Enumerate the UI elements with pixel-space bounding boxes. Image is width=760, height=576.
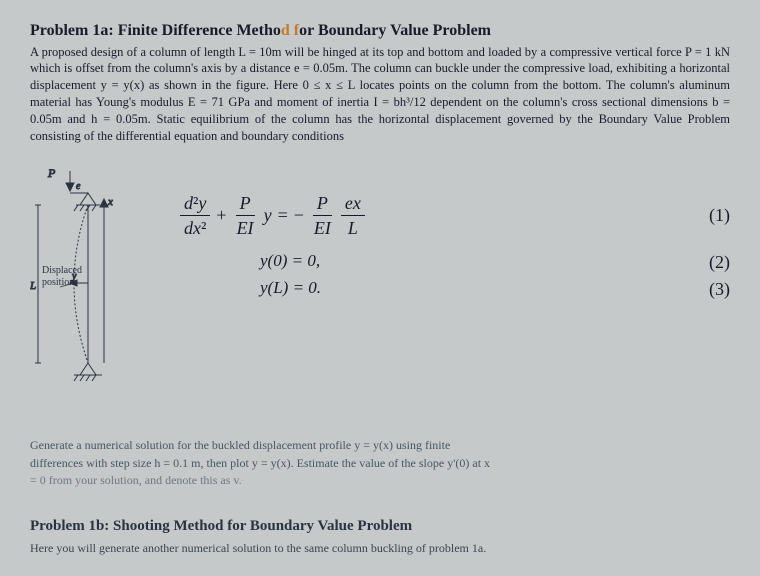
bc-1-body: y(0) = 0, [260, 250, 320, 274]
title-orange: d f [281, 22, 299, 39]
task-line-1: Generate a numerical solution for the bu… [30, 438, 450, 452]
frac-p-ei-1: P EI [233, 191, 258, 241]
task-1a-text: Generate a numerical solution for the bu… [30, 437, 730, 489]
label-x: x [107, 196, 113, 208]
problem-1a-title: Problem 1a: Finite Difference Method for… [30, 20, 730, 42]
equation-2: y(0) = 0, (2) [260, 250, 730, 274]
var-y: y [264, 205, 272, 225]
equations-block: d²y dx² + P EI y = − P EI ex L [180, 163, 730, 303]
problem-1a-description: A proposed design of a column of length … [30, 44, 730, 145]
frac-ex-l: ex L [341, 191, 365, 241]
title-prefix: Problem 1a: Finite Difference Metho [30, 22, 281, 39]
eq-number-1: (1) [709, 203, 730, 227]
title-suffix: or Boundary Value Problem [299, 22, 491, 39]
label-position: position [42, 277, 74, 288]
frac-d2y-dx2: d²y dx² [180, 191, 210, 241]
bc-2-body: y(L) = 0. [260, 277, 321, 301]
equals-sign: = [278, 203, 288, 227]
problem-1b-sub: Here you will generate another numerical… [30, 540, 730, 556]
label-L: L [30, 280, 36, 292]
problem-1b-title: Problem 1b: Shooting Method for Boundary… [30, 516, 730, 536]
neg-sign: − [294, 203, 304, 227]
plus-sign: + [216, 203, 226, 227]
task-line-3: = 0 from your solution, and denote this … [30, 473, 242, 487]
label-e: e [76, 181, 81, 192]
label-displaced: Displaced [42, 265, 82, 276]
equation-1: d²y dx² + P EI y = − P EI ex L [180, 191, 730, 241]
content-row: P e x [30, 163, 730, 398]
label-P: P [47, 166, 56, 180]
eq-number-2: (2) [709, 250, 730, 274]
task-line-2: differences with step size h = 0.1 m, th… [30, 456, 490, 470]
equation-3: y(L) = 0. (3) [260, 277, 730, 301]
frac-p-ei-2: P EI [310, 191, 335, 241]
eq-number-3: (3) [709, 277, 730, 301]
column-figure: P e x [30, 163, 150, 398]
